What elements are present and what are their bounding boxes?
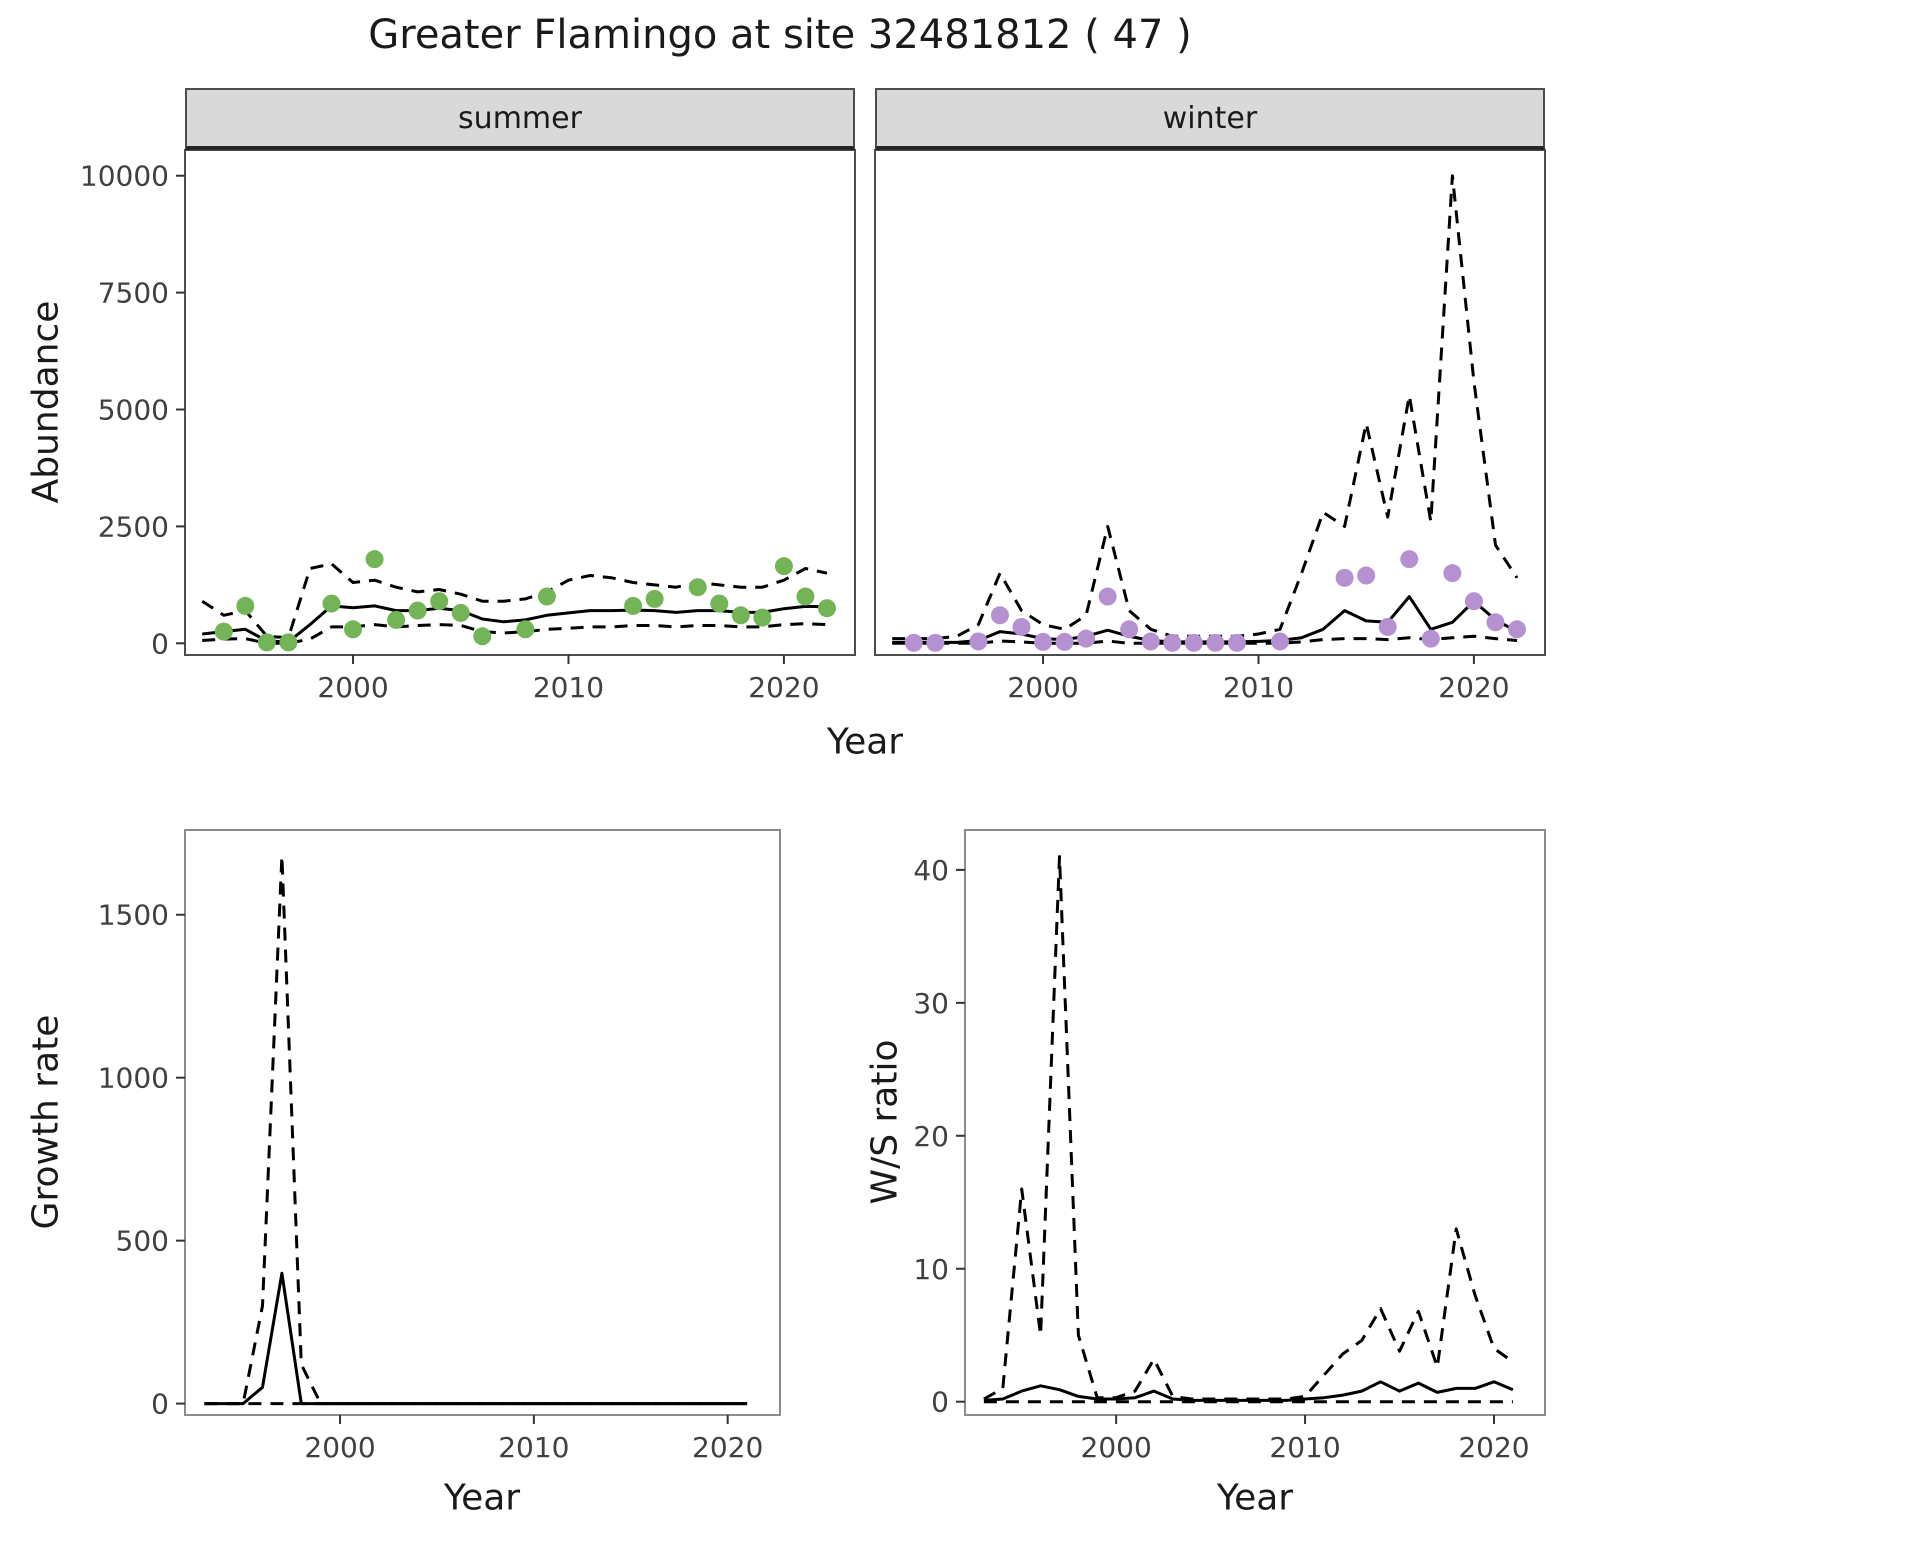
- svg-text:2010: 2010: [1269, 1431, 1340, 1464]
- x-axis-label-year-ws: Year: [1216, 1477, 1294, 1519]
- svg-text:2010: 2010: [1223, 671, 1294, 704]
- svg-text:2000: 2000: [1081, 1431, 1152, 1464]
- svg-text:0: 0: [151, 1388, 169, 1421]
- svg-text:2000: 2000: [1007, 671, 1078, 704]
- svg-text:2500: 2500: [98, 510, 169, 543]
- facet-strip-winter: winter: [875, 88, 1545, 150]
- x-axis-label-year-top: Year: [826, 721, 904, 763]
- x-axis-label-year-growth: Year: [443, 1477, 521, 1519]
- svg-text:2000: 2000: [317, 671, 388, 704]
- svg-text:500: 500: [116, 1225, 169, 1258]
- svg-text:30: 30: [913, 987, 949, 1020]
- svg-text:2000: 2000: [304, 1431, 375, 1464]
- svg-text:7500: 7500: [98, 277, 169, 310]
- svg-text:1000: 1000: [98, 1062, 169, 1095]
- svg-text:2010: 2010: [498, 1431, 569, 1464]
- y-axis-label-ws-ratio: W/S ratio: [864, 1039, 906, 1205]
- svg-text:2020: 2020: [748, 671, 819, 704]
- svg-text:2020: 2020: [692, 1431, 763, 1464]
- facet-label-summer: summer: [458, 100, 582, 136]
- svg-text:10000: 10000: [80, 160, 169, 193]
- svg-text:0: 0: [931, 1386, 949, 1419]
- svg-text:1500: 1500: [98, 899, 169, 932]
- facet-label-winter: winter: [1162, 100, 1258, 136]
- y-axis-label-abundance: Abundance: [25, 300, 67, 504]
- svg-text:5000: 5000: [98, 394, 169, 427]
- facet-strip-summer: summer: [185, 88, 855, 150]
- svg-text:40: 40: [913, 854, 949, 887]
- svg-text:2020: 2020: [1438, 671, 1509, 704]
- svg-text:2010: 2010: [533, 671, 604, 704]
- y-axis-label-growth-rate: Growth rate: [25, 1014, 67, 1230]
- svg-text:20: 20: [913, 1120, 949, 1153]
- svg-text:2020: 2020: [1458, 1431, 1529, 1464]
- svg-text:10: 10: [913, 1253, 949, 1286]
- svg-text:0: 0: [151, 627, 169, 660]
- chart-title: Greater Flamingo at site 32481812 ( 47 ): [368, 12, 1192, 58]
